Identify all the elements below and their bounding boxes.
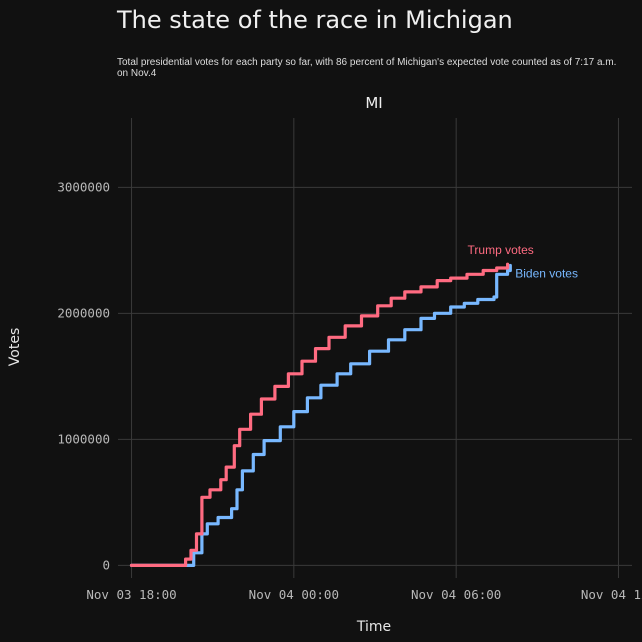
y-tick-label: 2000000 (57, 305, 110, 320)
y-tick-label: 1000000 (57, 431, 110, 446)
x-axis-label: Time (356, 619, 391, 635)
panel-title: MI (365, 94, 382, 112)
trump-votes-line (129, 262, 510, 567)
axis-ticks: 0 1000000 2000000 3000000 Nov 03 18:00 Nov 04… (57, 179, 642, 602)
trump-votes-label: Trump votes (468, 243, 534, 257)
x-tick-label: Nov 03 18:00 (86, 587, 176, 602)
y-tick-label: 0 (102, 557, 110, 572)
y-axis-label: Votes (7, 328, 23, 366)
x-tick-label: Nov 04 12: (581, 587, 642, 602)
series-lines (129, 262, 512, 567)
y-tick-label: 3000000 (57, 179, 110, 194)
chart-subtitle: Total presidential votes for each party … (117, 57, 617, 79)
x-tick-label: Nov 04 00:00 (249, 587, 339, 602)
biden-votes-line (129, 263, 512, 567)
grid-lines (118, 118, 632, 578)
chart-title: The state of the race in Michigan (117, 6, 513, 34)
x-tick-label: Nov 04 06:00 (411, 587, 501, 602)
biden-votes-label: Biden votes (515, 266, 578, 280)
series-labels: Trump votes Biden votes (468, 243, 578, 280)
